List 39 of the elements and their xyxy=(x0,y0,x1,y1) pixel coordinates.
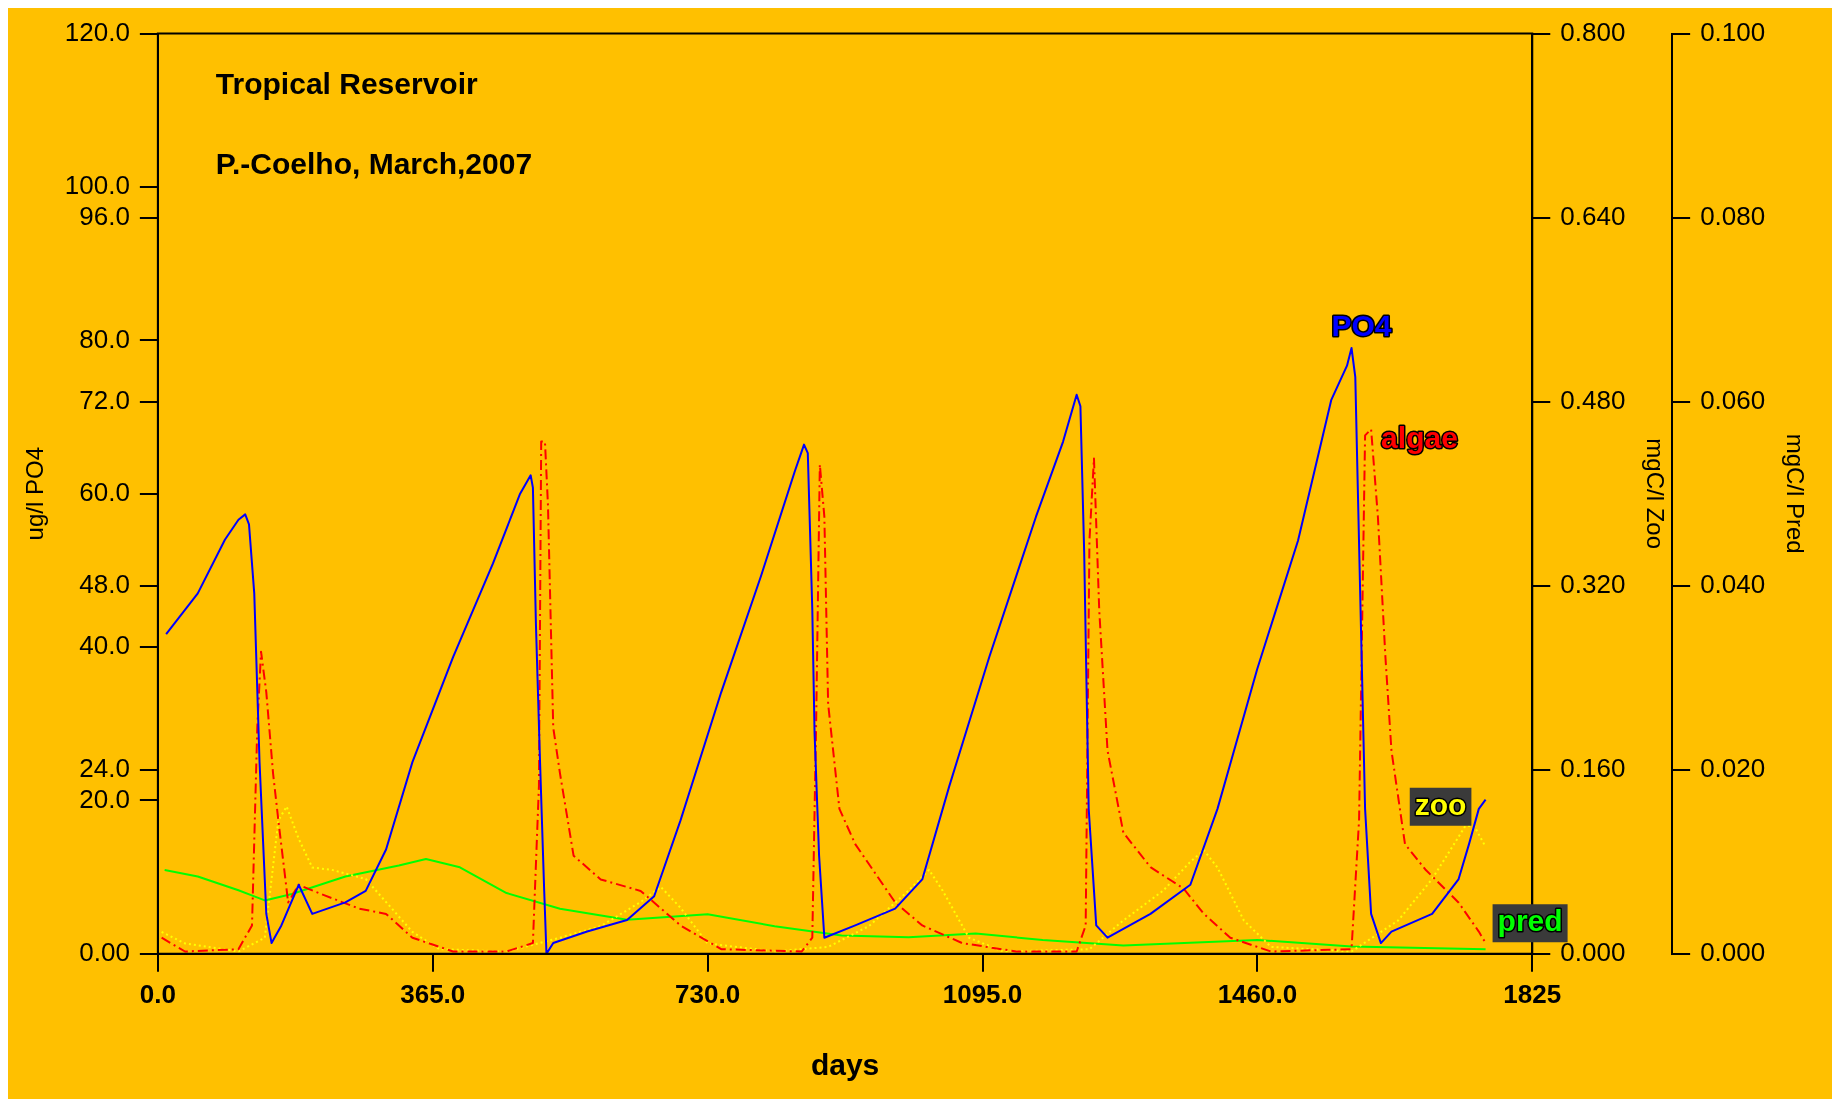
y3-tick-label: 0.020 xyxy=(1700,752,1766,783)
y-tick-label: 48.0 xyxy=(79,568,130,599)
y2-tick-label: 0.320 xyxy=(1560,568,1626,599)
y-tick-label: 96.0 xyxy=(79,200,130,231)
y3-tick-label: 0.100 xyxy=(1700,16,1766,47)
y-tick-label: 20.0 xyxy=(79,783,130,814)
x-axis-title: days xyxy=(810,1048,880,1082)
y2-tick-label: 0.640 xyxy=(1560,200,1626,231)
series-label: pred xyxy=(1497,904,1563,938)
y2-tick-label: 0.000 xyxy=(1560,936,1626,967)
y3-tick-label: 0.080 xyxy=(1700,200,1766,231)
y-tick-label: 24.0 xyxy=(79,752,130,783)
y2-tick-label: 0.800 xyxy=(1560,16,1626,47)
series-label: zoo xyxy=(1414,788,1467,822)
series-label: PO4 xyxy=(1331,309,1392,343)
text: Tropical Reservoir xyxy=(215,66,478,100)
x-tick-label: 0.0 xyxy=(139,978,176,1009)
y2-tick-label: 0.160 xyxy=(1560,752,1626,783)
y3-tick-label: 0.040 xyxy=(1700,568,1766,599)
y-tick-label: 120.0 xyxy=(64,16,130,47)
x-tick-label: 365.0 xyxy=(400,978,466,1009)
series-label: algae xyxy=(1381,420,1458,454)
x-tick-label: 1825 xyxy=(1503,978,1562,1009)
y-tick-label: 60.0 xyxy=(79,476,130,507)
x-tick-label: 1460.0 xyxy=(1217,978,1298,1009)
y-tick-label: 72.0 xyxy=(79,384,130,415)
y-tick-label: 40.0 xyxy=(79,630,130,661)
y2-axis-title: mgC/l Zoo xyxy=(1642,438,1670,550)
y3-axis-title: mgC/l Pred xyxy=(1781,433,1809,554)
y3-tick-label: 0.000 xyxy=(1700,936,1766,967)
text: P.-Coelho, March,2007 xyxy=(215,146,533,180)
y-tick-label: 0.00 xyxy=(79,936,130,967)
y-axis-title: ug/l PO4 xyxy=(21,447,49,541)
y2-tick-label: 0.480 xyxy=(1560,384,1626,415)
x-tick-label: 1095.0 xyxy=(942,978,1023,1009)
y3-tick-label: 0.060 xyxy=(1700,384,1766,415)
y-tick-label: 80.0 xyxy=(79,323,130,354)
x-tick-label: 730.0 xyxy=(675,978,741,1009)
y-tick-label: 100.0 xyxy=(64,170,130,201)
